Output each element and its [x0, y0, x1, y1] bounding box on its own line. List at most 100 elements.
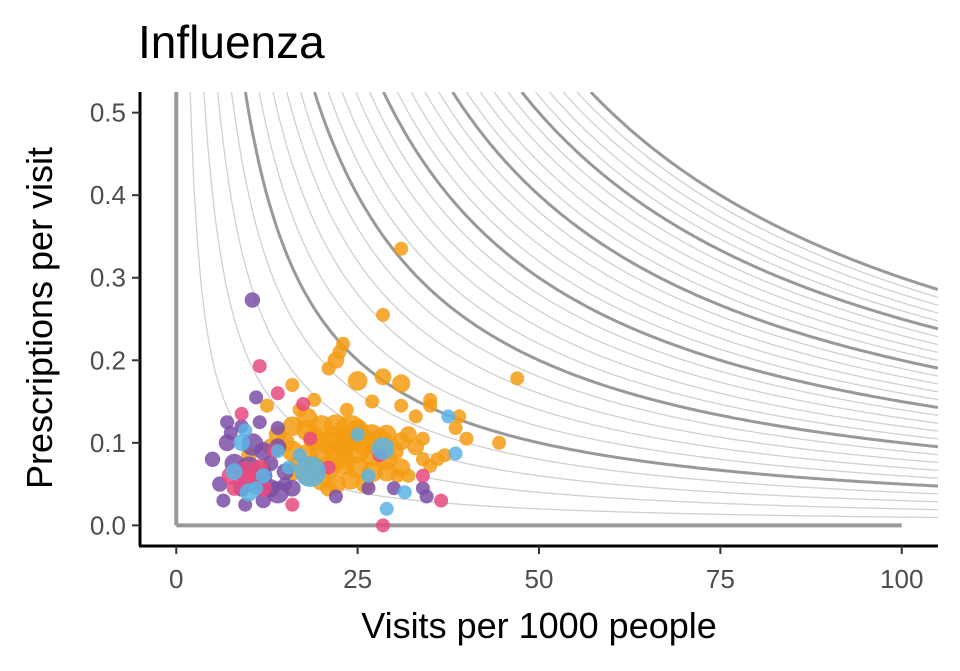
iso-curve-thick: [451, 92, 938, 370]
iso-curve-thin: [424, 92, 938, 385]
data-point: [307, 392, 322, 407]
data-point: [394, 398, 409, 413]
iso-curve-thin: [465, 92, 938, 361]
iso-curve-thin: [299, 92, 938, 456]
iso-curve-thin: [327, 92, 938, 440]
data-point: [321, 361, 336, 376]
data-point: [448, 446, 463, 461]
iso-curve-thin: [493, 92, 938, 346]
data-point: [225, 463, 243, 481]
iso-curves: [189, 92, 938, 519]
data-point: [255, 468, 271, 484]
data-point: [220, 415, 235, 430]
data-point: [401, 468, 416, 483]
data-point: [376, 518, 390, 533]
data-points: [204, 241, 525, 533]
data-point: [270, 386, 285, 401]
data-point: [415, 431, 430, 446]
data-point: [340, 470, 361, 490]
data-point: [296, 397, 311, 411]
data-point: [244, 292, 261, 308]
iso-curve-thin: [230, 92, 938, 495]
data-point: [400, 426, 417, 443]
data-point: [223, 425, 238, 440]
data-point: [282, 416, 303, 437]
data-point: [510, 371, 525, 386]
iso-curve-thin: [548, 92, 938, 314]
data-point: [397, 485, 412, 500]
y-tick-label: 0.0: [90, 510, 126, 540]
data-point: [260, 398, 274, 413]
data-point: [371, 437, 395, 460]
iso-curve-thin: [369, 92, 938, 416]
data-point: [374, 368, 392, 386]
data-point: [452, 409, 467, 424]
data-point: [365, 394, 380, 409]
data-point: [252, 359, 267, 374]
iso-curve-thick: [243, 92, 938, 488]
y-tick-label: 0.2: [90, 345, 126, 375]
y-ticks: 0.0 0.1 0.2 0.3 0.4 0.5: [90, 98, 140, 540]
data-point: [216, 493, 231, 508]
x-tick-label: 25: [343, 564, 372, 594]
data-point: [238, 423, 253, 438]
data-point: [295, 456, 326, 488]
data-point: [281, 460, 296, 475]
data-point: [441, 409, 456, 424]
y-axis-title: Prescriptions per visit: [19, 147, 60, 489]
iso-curve-thin: [286, 92, 938, 464]
data-point: [492, 435, 507, 450]
data-point: [255, 492, 271, 509]
iso-curve-thin: [341, 92, 938, 432]
data-point: [423, 458, 438, 473]
data-point: [419, 489, 434, 504]
reference-lines: [174, 92, 902, 528]
data-point: [448, 421, 463, 435]
iso-curve-thin: [355, 92, 938, 424]
iso-curve-thin: [410, 92, 938, 393]
iso-curve-thick: [382, 92, 938, 409]
data-point: [278, 477, 293, 492]
chart-title: Influenza: [138, 16, 325, 68]
iso-curve-thin: [396, 92, 938, 401]
data-point: [390, 468, 405, 483]
x-tick-label: 0: [169, 564, 183, 594]
data-point: [361, 481, 376, 496]
y-tick-label: 0.5: [90, 98, 126, 128]
iso-curve-thin: [438, 92, 938, 377]
x-ticks: 0 25 50 75 100: [169, 546, 923, 594]
iso-curve-thin: [562, 92, 938, 306]
data-point: [270, 421, 285, 435]
data-point: [270, 444, 285, 459]
iso-curve-thin: [258, 92, 938, 479]
iso-curve-thin: [576, 92, 938, 299]
x-axis-title: Visits per 1000 people: [361, 605, 717, 646]
data-point: [204, 451, 221, 467]
iso-curve-thin: [507, 92, 938, 338]
iso-curve-thick: [313, 92, 938, 449]
y-tick-label: 0.3: [90, 263, 126, 293]
data-point: [350, 427, 365, 442]
iso-curve-thin: [535, 92, 938, 322]
data-point: [328, 489, 343, 504]
data-point: [234, 406, 249, 421]
data-point: [379, 501, 394, 516]
iso-curve-thick: [589, 92, 938, 291]
data-point: [233, 434, 251, 452]
iso-curve-thin: [479, 92, 938, 354]
iso-curve-thick: [520, 92, 938, 331]
data-point: [423, 398, 438, 413]
data-point: [254, 442, 273, 461]
x-tick-label: 75: [706, 564, 735, 594]
x-tick-label: 100: [880, 564, 923, 594]
data-point: [303, 431, 318, 446]
iso-curve-thin: [272, 92, 938, 471]
data-point: [386, 481, 401, 496]
data-point: [392, 374, 411, 393]
data-point: [415, 468, 430, 483]
data-point: [394, 241, 409, 256]
data-point: [376, 307, 390, 322]
data-point: [347, 371, 368, 391]
y-tick-label: 0.4: [90, 180, 126, 210]
